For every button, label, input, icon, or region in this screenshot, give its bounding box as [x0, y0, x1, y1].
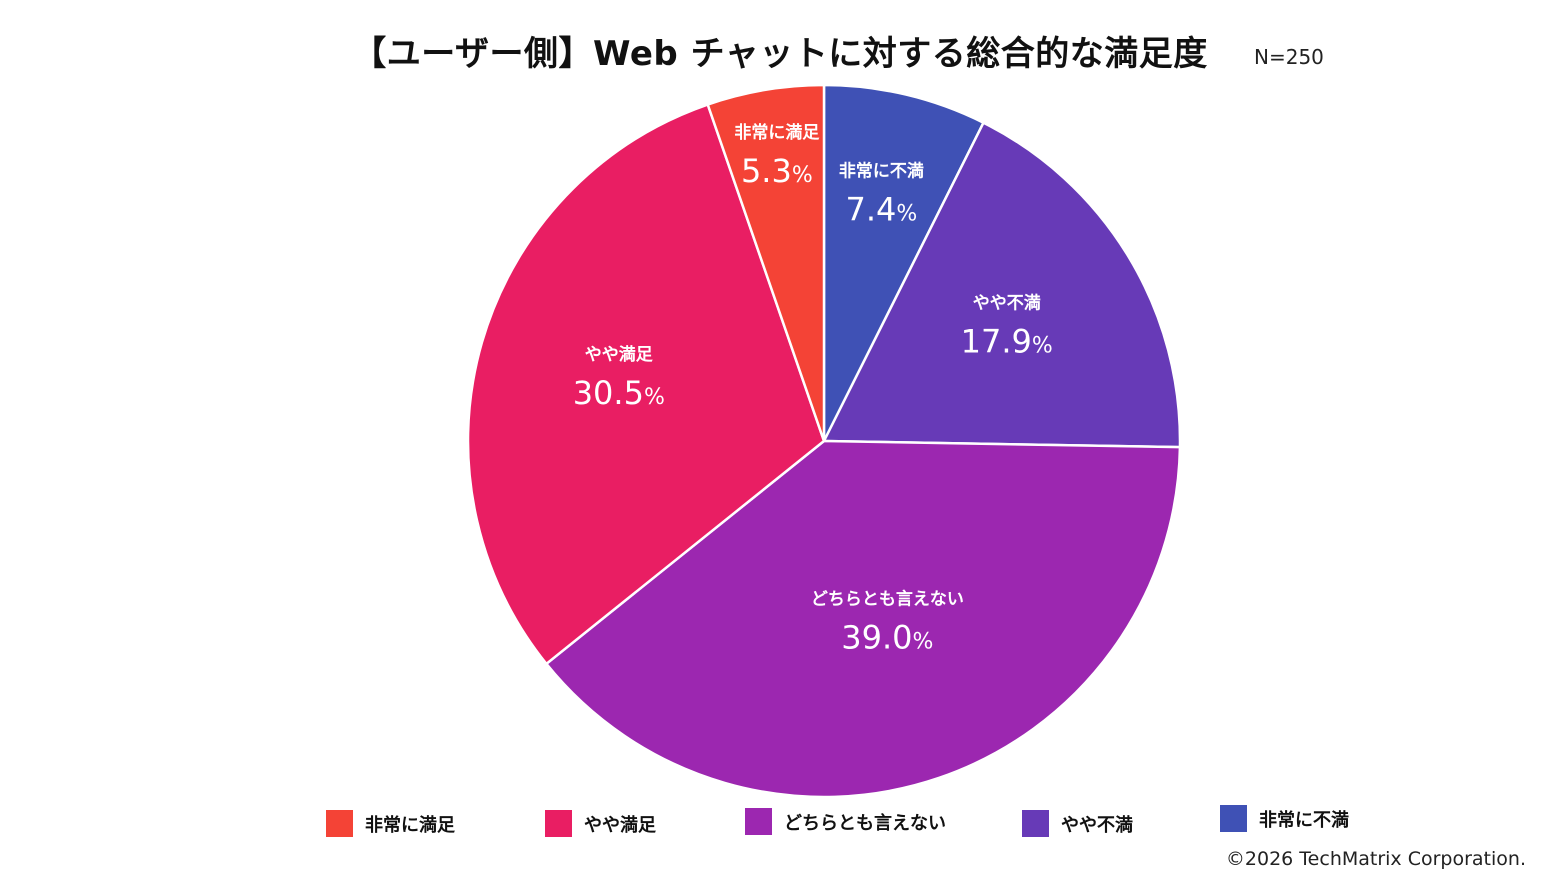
chart-title: 【ユーザー側】Web チャットに対する総合的な満足度 — [352, 34, 1208, 74]
legend-swatch — [745, 808, 772, 835]
slice-category-label: 非常に不満 — [839, 160, 924, 181]
legend-label: どちらとも言えない — [784, 812, 946, 834]
legend-swatch — [545, 810, 572, 837]
slice-value-label: 7.4% — [845, 190, 917, 228]
slice-value-label: 30.5% — [573, 374, 665, 412]
legend-item-somewhat-dissatisfied: やや不満 — [1022, 810, 1133, 837]
legend-label: やや不満 — [1061, 814, 1133, 836]
slice-value-label: 39.0% — [841, 618, 933, 656]
slice-category-label: 非常に満足 — [734, 122, 819, 143]
legend-label: 非常に満足 — [365, 814, 455, 836]
legend-item-somewhat-satisfied: やや満足 — [545, 810, 656, 837]
legend-swatch — [1220, 805, 1247, 832]
legend-swatch — [326, 810, 353, 837]
slice-category-label: どちらとも言えない — [811, 588, 964, 609]
slice-value-label: 5.3% — [741, 152, 813, 190]
slice-somewhat-dissatisfied — [821, 121, 1182, 449]
slice-very-satisfied — [706, 83, 826, 442]
slice-category-label: やや満足 — [585, 344, 653, 365]
slice-somewhat-satisfied — [466, 102, 826, 666]
slice-value-label: 17.9% — [961, 322, 1053, 360]
slice-category-label: やや不満 — [973, 292, 1041, 313]
sample-size: N=250 — [1254, 45, 1324, 69]
legend-item-neutral: どちらとも言えない — [745, 808, 946, 835]
slice-neutral — [544, 439, 1182, 799]
legend-item-very-dissatisfied: 非常に不満 — [1220, 805, 1349, 832]
slice-very-dissatisfied — [822, 83, 986, 442]
legend-swatch — [1022, 810, 1049, 837]
legend-label: やや満足 — [584, 814, 656, 836]
legend-item-very-satisfied: 非常に満足 — [326, 810, 455, 837]
legend-label: 非常に不満 — [1259, 809, 1349, 831]
copyright: ©2026 TechMatrix Corporation. — [1225, 848, 1526, 870]
